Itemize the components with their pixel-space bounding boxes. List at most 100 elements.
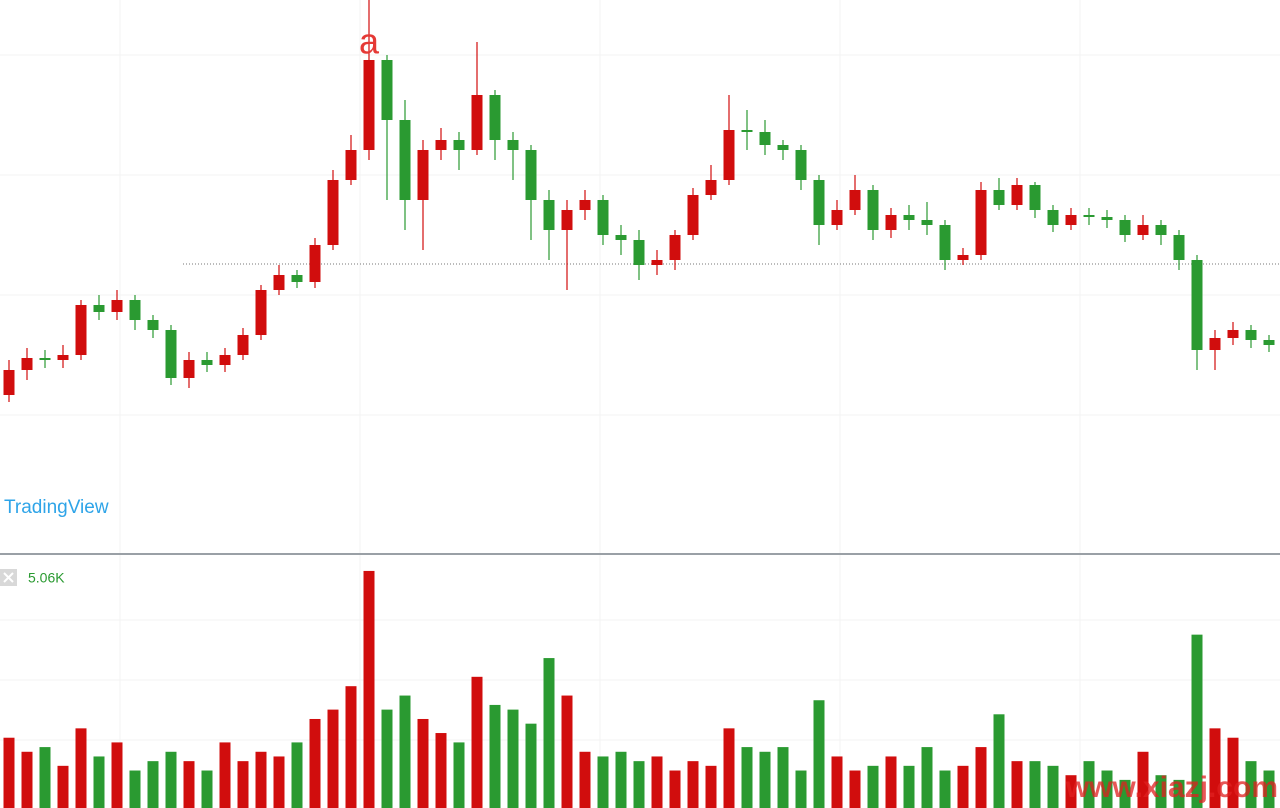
candle-body [939,225,951,260]
candle-body [705,180,717,195]
candle-body [993,190,1005,205]
candle-body [525,150,537,200]
candle-body [1011,185,1023,205]
candle-body [1119,220,1131,235]
volume-bar [219,742,231,808]
volume-bar [399,695,411,808]
candle-body [183,360,195,378]
volume-bar [1227,737,1239,808]
volume-bar [903,765,915,808]
volume-bar [741,747,753,808]
volume-bar [255,751,267,808]
volume-bar [93,756,105,808]
volume-bar [1137,751,1149,808]
candle-body [435,140,447,150]
candle-body [1101,217,1113,220]
volume-bar [111,742,123,808]
candle-body [309,245,321,282]
candle-body [345,150,357,180]
volume-bar [21,751,33,808]
volume-bar [39,747,51,808]
candle-body [453,140,465,150]
volume-bar [1065,775,1077,808]
candle-body [1263,340,1275,345]
candle-body [975,190,987,255]
volume-bar [363,570,375,808]
volume-bar [759,751,771,808]
candle-body [669,235,681,260]
volume-bar [813,700,825,808]
close-icon-x [3,572,14,583]
volume-bar [615,751,627,808]
candle-body [831,210,843,225]
volume-bar [183,761,195,808]
volume-bar [3,737,15,808]
volume-bar [291,742,303,808]
candle-body [687,195,699,235]
candle-body [759,132,771,145]
candle-body [507,140,519,150]
candle-body [903,215,915,220]
volume-bar [381,709,393,808]
candle-body [849,190,861,210]
volume-bar [273,756,285,808]
candle-body [1029,185,1041,210]
candle-body [237,335,249,355]
watermark: www.xiazj.com [1065,771,1278,804]
candle-body [921,220,933,225]
volume-bar [993,714,1005,808]
candle-body [147,320,159,330]
candle-body [111,300,123,312]
candle-body [21,358,33,370]
volume-bar [561,695,573,808]
candle-body [543,200,555,230]
volume-bar [543,658,555,808]
volume-bar [831,756,843,808]
candle-body [723,130,735,180]
candle-body [615,235,627,240]
volume-bar [147,761,159,808]
candle-body [3,370,15,395]
volume-bar [921,747,933,808]
candle-body [885,215,897,230]
candle-body [1191,260,1203,350]
volume-bar [435,733,447,808]
volume-bar [705,765,717,808]
volume-bar [651,756,663,808]
volume-bar [1101,770,1113,808]
volume-bar [345,686,357,808]
candle-body [1209,338,1221,350]
candle-body [471,95,483,150]
candle-body [363,60,375,150]
candle-body [1155,225,1167,235]
candle-body [741,130,753,132]
candle-body [273,275,285,290]
volume-bar [939,770,951,808]
candle-body [417,150,429,200]
candle-body [1083,215,1095,217]
volume-bar [237,761,249,808]
volume-bar [867,765,879,808]
volume-bar [1191,634,1203,808]
volume-bar [957,765,969,808]
candle-body [93,305,105,312]
volume-bar [777,747,789,808]
volume-bar [309,718,321,808]
volume-bar [165,751,177,808]
volume-label: 5.06K [28,570,65,586]
volume-bar [1245,761,1257,808]
candle-body [291,275,303,282]
volume-bar [129,770,141,808]
volume-bar [327,709,339,808]
candle-body [957,255,969,260]
volume-bar [1263,770,1275,808]
volume-bar [417,718,429,808]
candle-body [1047,210,1059,225]
volume-bar [795,770,807,808]
volume-bar [1011,761,1023,808]
volume-bar [579,751,591,808]
volume-bar [1119,779,1131,808]
candle-body [1227,330,1239,338]
